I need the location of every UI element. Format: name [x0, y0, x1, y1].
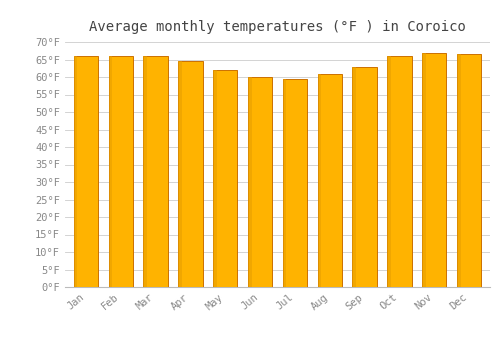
- Bar: [422, 52, 446, 287]
- Bar: [178, 61, 203, 287]
- Bar: [248, 77, 252, 287]
- Bar: [352, 66, 377, 287]
- Bar: [144, 56, 168, 287]
- Bar: [387, 56, 411, 287]
- Bar: [108, 56, 133, 287]
- Bar: [213, 70, 216, 287]
- Bar: [178, 61, 182, 287]
- Bar: [318, 74, 342, 287]
- Bar: [282, 79, 286, 287]
- Bar: [74, 56, 78, 287]
- Bar: [108, 56, 112, 287]
- Bar: [422, 52, 426, 287]
- Bar: [457, 54, 460, 287]
- Bar: [457, 54, 481, 287]
- Bar: [352, 66, 356, 287]
- Bar: [248, 77, 272, 287]
- Bar: [318, 74, 321, 287]
- Title: Average monthly temperatures (°F ) in Coroico: Average monthly temperatures (°F ) in Co…: [89, 20, 466, 34]
- Bar: [387, 56, 391, 287]
- Bar: [213, 70, 238, 287]
- Bar: [282, 79, 307, 287]
- Bar: [144, 56, 147, 287]
- Bar: [74, 56, 98, 287]
